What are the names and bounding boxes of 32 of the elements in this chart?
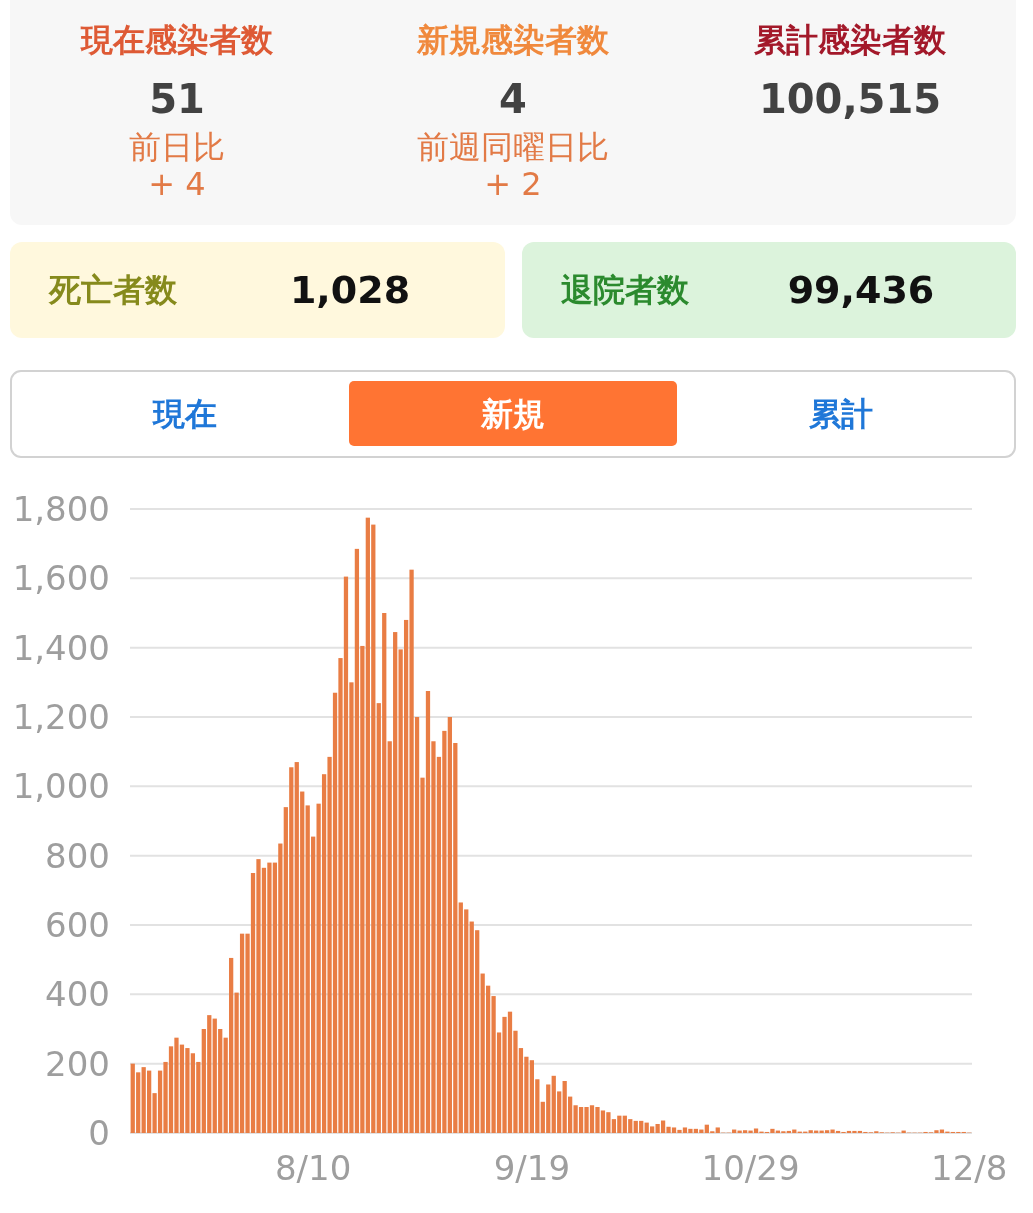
text: + 2 — [484, 165, 542, 203]
text: 死亡者数 — [48, 271, 178, 309]
y-tick-label: 1,000 — [12, 766, 110, 807]
y-tick-label: 1,400 — [12, 627, 110, 668]
y-tick-label: 1,600 — [12, 558, 110, 599]
text: 前日比 — [129, 128, 225, 166]
text: 51 — [149, 76, 205, 122]
text: 99,436 — [787, 268, 935, 312]
text: 退院者数 — [561, 271, 690, 309]
x-tick-label: 10/29 — [701, 1148, 800, 1188]
y-tick-label: 1,800 — [12, 489, 110, 529]
x-tick-label: 8/10 — [274, 1148, 352, 1188]
y-tick-label: 800 — [45, 835, 110, 876]
text: 前週同曜日比 — [417, 128, 609, 166]
text: 現在感染者数 — [80, 21, 274, 59]
text: + 4 — [148, 165, 206, 203]
y-tick-label: 400 — [45, 974, 110, 1015]
x-tick-label: 9/19 — [493, 1148, 571, 1188]
y-tick-label: 600 — [45, 905, 110, 945]
bar — [715, 1127, 720, 1133]
category-label: 新規 — [480, 395, 545, 433]
text: 4 — [499, 76, 527, 122]
text: 累計感染者数 — [754, 21, 947, 59]
text: 100,515 — [758, 76, 942, 122]
y-tick-label: 200 — [45, 1043, 110, 1084]
category-label: 現在 — [152, 395, 217, 433]
y-tick-label: 1,200 — [12, 697, 110, 737]
text: 新規感染者数 — [416, 21, 610, 59]
text: 1,028 — [289, 268, 411, 312]
category-label: 累計 — [809, 395, 873, 433]
x-tick-label: 12/8 — [931, 1148, 1008, 1188]
y-tick-label: 0 — [88, 1113, 110, 1153]
